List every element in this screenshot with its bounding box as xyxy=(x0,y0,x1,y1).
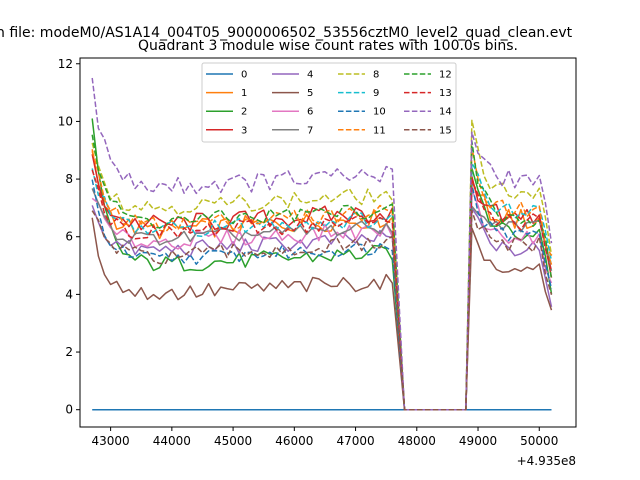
legend-label-8: 8 xyxy=(373,70,379,81)
series-layer xyxy=(91,77,553,411)
x-offset-label: +4.935e8 xyxy=(517,454,576,468)
series-line-10 xyxy=(91,179,553,411)
y-axis: 0 2 4 6 8 10 12 xyxy=(58,57,80,417)
legend-label-3: 3 xyxy=(241,125,247,136)
series-line-13 xyxy=(91,169,553,411)
chart-title: Quadrant 3 module wise count rates with … xyxy=(138,38,518,54)
legend-label-14: 14 xyxy=(439,107,452,118)
legend-label-7: 7 xyxy=(307,125,313,136)
legend-box xyxy=(201,62,457,143)
y-tick-label: 0 xyxy=(65,403,73,417)
legend-label-9: 9 xyxy=(373,88,379,99)
y-tick-label: 8 xyxy=(65,172,73,186)
legend-label-6: 6 xyxy=(307,107,313,118)
x-axis: 43000 44000 45000 46000 47000 48000 49000 50000 xyxy=(92,427,558,448)
series-line-14 xyxy=(91,77,553,411)
y-tick-label: 6 xyxy=(65,230,73,244)
x-tick-label: 47000 xyxy=(336,434,374,448)
y-tick-label: 10 xyxy=(58,114,73,128)
y-tick-label: 4 xyxy=(65,287,73,301)
figure-suptitle: n file: modeM0/AS1A14_004T05_9000006502_… xyxy=(0,25,573,41)
x-tick-label: 44000 xyxy=(153,434,191,448)
x-tick-label: 50000 xyxy=(520,434,558,448)
series-line-3 xyxy=(91,154,553,411)
series-line-12 xyxy=(91,134,553,411)
plot-frame xyxy=(79,57,577,428)
series-line-5 xyxy=(91,217,553,411)
series-line-9 xyxy=(91,162,553,411)
y-tick-label: 12 xyxy=(58,57,73,71)
x-tick-label: 45000 xyxy=(214,434,252,448)
series-line-2 xyxy=(91,118,553,411)
legend-label-13: 13 xyxy=(439,88,452,99)
series-line-8 xyxy=(91,119,553,411)
x-tick-label: 48000 xyxy=(398,434,436,448)
legend-label-10: 10 xyxy=(373,107,386,118)
legend-label-5: 5 xyxy=(307,88,313,99)
legend-label-15: 15 xyxy=(439,125,452,136)
legend-label-2: 2 xyxy=(241,107,247,118)
legend-label-11: 11 xyxy=(373,125,386,136)
series-line-15 xyxy=(91,209,553,411)
legend-label-1: 1 xyxy=(241,88,247,99)
series-line-4 xyxy=(91,205,553,411)
legend-label-12: 12 xyxy=(439,70,452,81)
y-tick-label: 2 xyxy=(65,345,73,359)
series-line-7 xyxy=(91,188,553,411)
legend-label-4: 4 xyxy=(307,70,313,81)
x-tick-label: 49000 xyxy=(459,434,497,448)
legend-label-0: 0 xyxy=(241,70,247,81)
x-tick-label: 46000 xyxy=(275,434,313,448)
x-tick-label: 43000 xyxy=(92,434,130,448)
